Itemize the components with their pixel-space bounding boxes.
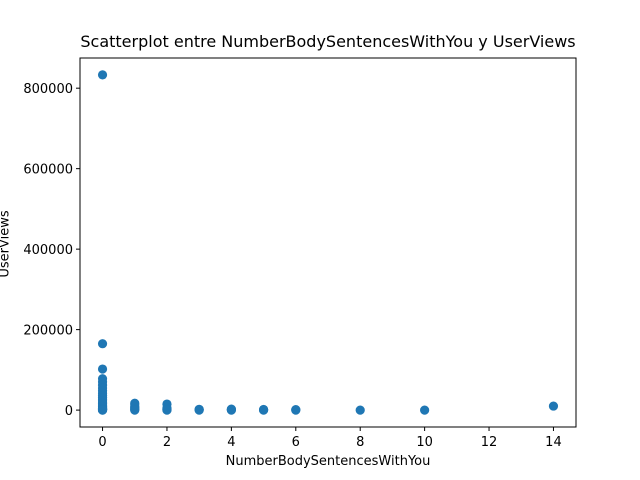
y-axis-label: UserViews: [0, 210, 13, 278]
data-point: [291, 405, 301, 415]
y-tick-label: 0: [65, 404, 73, 419]
data-point: [97, 405, 108, 415]
data-point: [258, 405, 269, 415]
x-tick-label: 0: [98, 435, 106, 450]
x-tick-label: 10: [416, 435, 433, 450]
x-tick-label: 6: [292, 435, 300, 450]
y-tick-label: 200000: [23, 324, 73, 339]
y-tick-label: 600000: [23, 163, 73, 178]
x-tick-label: 14: [545, 435, 562, 450]
data-point: [420, 405, 430, 415]
y-tick-label: 400000: [23, 243, 73, 258]
data-point: [97, 70, 108, 80]
x-tick-label: 8: [356, 435, 364, 450]
data-point: [548, 401, 559, 411]
data-point: [97, 364, 108, 374]
data-point: [162, 405, 172, 415]
data-point: [194, 405, 204, 415]
y-tick-label: 800000: [23, 82, 73, 97]
plot-frame: [79, 57, 577, 428]
data-point: [130, 405, 140, 415]
x-tick-label: 4: [227, 435, 235, 450]
chart-title: Scatterplot entre NumberBodySentencesWit…: [80, 32, 576, 51]
data-point: [97, 339, 108, 349]
data-point: [355, 405, 365, 415]
x-axis-label: NumberBodySentencesWithYou: [225, 454, 431, 469]
x-tick-label: 12: [481, 435, 498, 450]
data-point: [226, 405, 236, 415]
x-tick-label: 2: [163, 435, 171, 450]
